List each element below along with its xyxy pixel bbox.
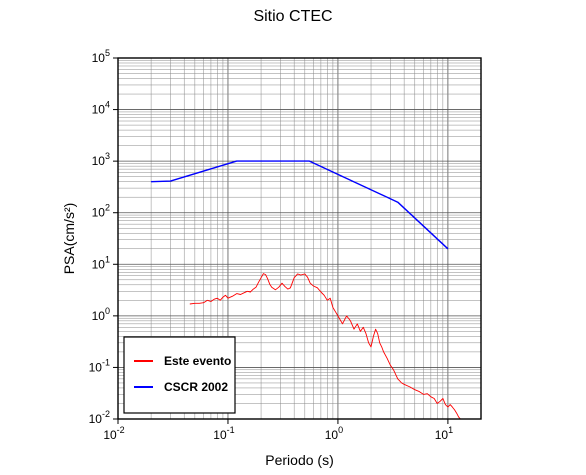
y-tick-label: 103: [92, 151, 110, 168]
x-tick-label: 100: [325, 425, 343, 442]
series-line-2: [151, 160, 449, 250]
x-axis-label: Periodo (s): [265, 452, 333, 468]
x-tick-label: 10-2: [103, 425, 124, 442]
series-line-1: [189, 273, 461, 420]
y-tick-label: 100: [92, 306, 110, 323]
legend-box: [123, 336, 236, 414]
x-tick-label: 101: [435, 425, 453, 442]
legend-label: CSCR 2002: [164, 380, 228, 394]
y-tick-label: 102: [92, 203, 110, 220]
ticks: 10-2 10-1 100 101 10-2 10-1 100 101 102 103 104 105: [89, 48, 453, 442]
chart-title: Sitio CTEC: [253, 8, 333, 25]
y-tick-label: 105: [92, 48, 110, 65]
y-tick-label: 10-1: [89, 357, 110, 374]
y-tick-label: 10-2: [89, 409, 110, 426]
plot-frame: [117, 57, 482, 420]
y-axis-label: PSA(cm/s²): [61, 203, 77, 275]
legend: Este evento CSCR 2002: [123, 336, 236, 414]
y-tick-label: 104: [92, 100, 110, 117]
legend-label: Este evento: [164, 354, 231, 368]
x-tick-label: 10-1: [213, 425, 234, 442]
y-tick-label: 101: [92, 254, 110, 271]
series-layer: [151, 160, 461, 420]
